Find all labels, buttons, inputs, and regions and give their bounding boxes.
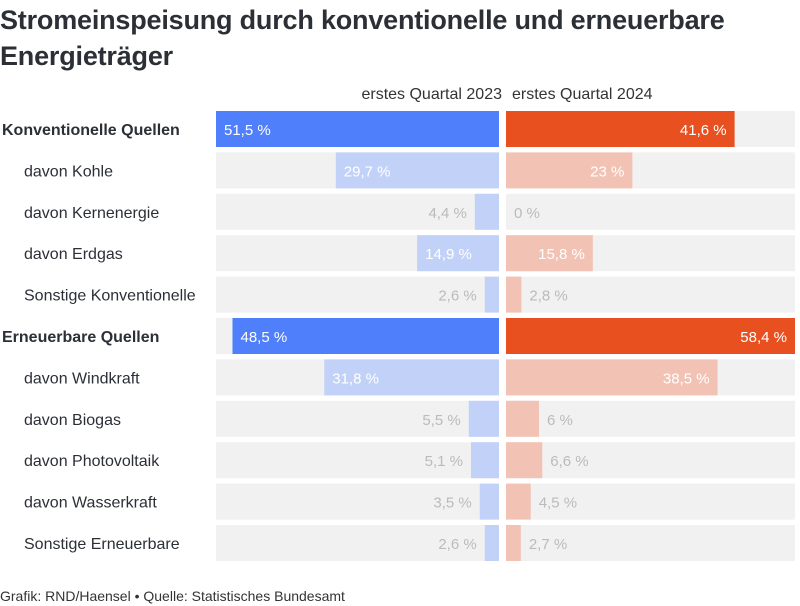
- row-label-row-7: davon Biogas: [24, 412, 121, 429]
- bar-track-left-row-2: [216, 193, 499, 230]
- bar-2024-row-9: [506, 483, 531, 520]
- value-label-2024-row-2: 0 %: [514, 205, 540, 222]
- bar-2024-row-5: [506, 318, 795, 354]
- row-label-row-6: davon Windkraft: [24, 370, 140, 387]
- bar-track-right-row-7: [506, 400, 795, 437]
- bar-2023-row-3: [417, 235, 499, 272]
- value-label-2024-row-10: 2,7 %: [529, 536, 567, 553]
- value-label-2024-row-8: 6,6 %: [550, 453, 588, 470]
- bar-track-right-row-10: [506, 525, 795, 561]
- bar-2024-row-3: [506, 235, 593, 272]
- bar-track-right-row-2: [506, 193, 795, 230]
- value-label-2024-row-7: 6 %: [547, 412, 573, 429]
- bar-track-right-row-8: [506, 442, 795, 479]
- bar-2023-row-10: [484, 525, 499, 561]
- row-label-row-4: Sonstige Konventionelle: [24, 288, 196, 305]
- value-label-2023-row-8: 5,1 %: [425, 453, 463, 470]
- value-label-2023-row-7: 5,5 %: [422, 412, 460, 429]
- bar-2024-row-6: [506, 359, 718, 396]
- row-label-row-3: davon Erdgas: [24, 246, 123, 263]
- bar-2023-row-2: [474, 193, 499, 230]
- bar-2023-row-7: [468, 400, 499, 437]
- series-label-2024: erstes Quartal 2024: [512, 86, 653, 103]
- bar-2024-row-0: [506, 111, 735, 147]
- source-footer: Grafik: RND/Haensel • Quelle: Statistisc…: [0, 588, 345, 604]
- bar-track-left-row-4: [216, 276, 499, 313]
- value-label-2023-row-0: 51,5 %: [224, 122, 271, 139]
- bar-2024-row-8: [506, 442, 543, 479]
- bar-2023-row-0: [216, 111, 499, 147]
- value-label-2023-row-10: 2,6 %: [438, 536, 476, 553]
- bar-2024-row-4: [506, 276, 522, 313]
- bar-2023-row-1: [335, 152, 499, 189]
- bar-2024-row-7: [506, 400, 539, 437]
- bar-2024-row-10: [506, 525, 521, 561]
- row-label-row-10: Sonstige Erneuerbare: [24, 536, 180, 553]
- row-label-row-2: davon Kernenergie: [24, 205, 159, 222]
- bar-2023-row-8: [470, 442, 499, 479]
- value-label-2023-row-6: 31,8 %: [332, 370, 379, 387]
- value-label-2024-row-3: 15,8 %: [538, 246, 585, 263]
- value-label-2024-row-4: 2,8 %: [529, 288, 567, 305]
- bar-track-left-row-10: [216, 525, 499, 561]
- series-label-2023: erstes Quartal 2023: [361, 86, 502, 103]
- value-label-2023-row-5: 48,5 %: [240, 329, 287, 346]
- value-label-2023-row-2: 4,4 %: [428, 205, 466, 222]
- value-label-2024-row-6: 38,5 %: [663, 370, 710, 387]
- row-label-row-8: davon Photovoltaik: [24, 453, 160, 470]
- bar-track-left-row-9: [216, 483, 499, 520]
- bar-track-left-row-8: [216, 442, 499, 479]
- value-label-2023-row-9: 3,5 %: [433, 495, 471, 512]
- value-label-2024-row-5: 58,4 %: [740, 329, 787, 346]
- value-label-2024-row-1: 23 %: [590, 163, 624, 180]
- bar-2023-row-4: [484, 276, 499, 313]
- chart-title: Stromeinspeisung durch konventionelle un…: [0, 5, 725, 71]
- value-label-2023-row-4: 2,6 %: [438, 288, 476, 305]
- value-label-2023-row-3: 14,9 %: [425, 246, 472, 263]
- bar-2023-row-5: [232, 318, 499, 354]
- row-label-row-5: Erneuerbare Quellen: [2, 329, 159, 346]
- value-label-2024-row-9: 4,5 %: [539, 495, 577, 512]
- bar-track-right-row-9: [506, 483, 795, 520]
- chart-area: Konventionelle Quellen 51,5 % 41,6 % davon …: [2, 111, 795, 561]
- row-label-row-0: Konventionelle Quellen: [2, 122, 180, 139]
- bar-track-right-row-4: [506, 276, 795, 313]
- bar-2024-row-1: [506, 152, 633, 189]
- bar-2023-row-9: [479, 483, 499, 520]
- value-label-2024-row-0: 41,6 %: [680, 122, 727, 139]
- row-label-row-1: davon Kohle: [24, 163, 113, 180]
- value-label-2023-row-1: 29,7 %: [344, 163, 391, 180]
- bar-2023-row-6: [324, 359, 499, 396]
- row-label-row-9: davon Wasserkraft: [24, 495, 157, 512]
- bar-track-left-row-7: [216, 400, 499, 437]
